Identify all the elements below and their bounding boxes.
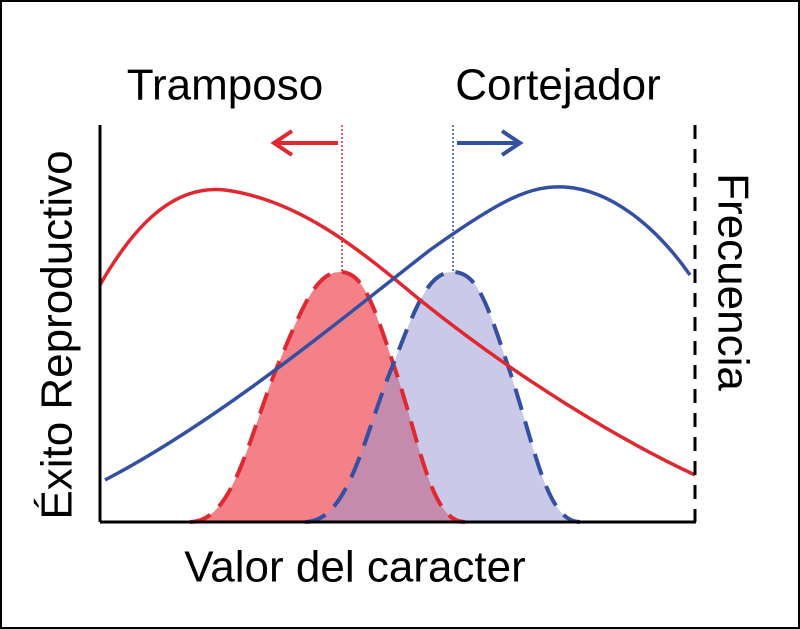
courter-fitness-curve xyxy=(104,185,692,482)
courter-arrow xyxy=(457,129,524,157)
courter-label: Cortejador xyxy=(455,61,660,110)
y-axis-label: Éxito Reproductivo xyxy=(33,150,82,519)
courter-distribution xyxy=(305,272,580,522)
cheater-arrow xyxy=(270,129,338,157)
x-axis-label: Valor del caracter xyxy=(184,543,526,592)
y2-axis-label: Frecuencia xyxy=(708,173,757,391)
cheater-label: Tramposo xyxy=(127,61,323,110)
cheater-fitness-curve xyxy=(98,187,696,477)
